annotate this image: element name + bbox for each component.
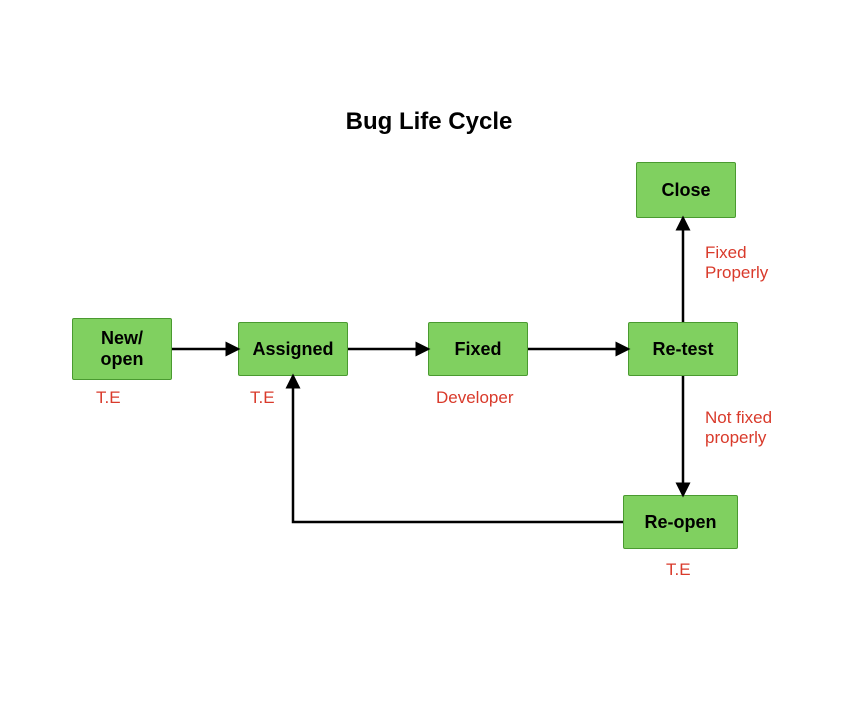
node-reopen: Re-open [623, 495, 738, 549]
node-new: New/ open [72, 318, 172, 380]
caption-fixed: Developer [436, 388, 514, 408]
node-close: Close [636, 162, 736, 218]
caption-assigned: T.E [250, 388, 275, 408]
diagram-canvas: Bug Life Cycle New/ open Assigned Fixed … [0, 0, 858, 720]
edge-label-not-fixed-properly: Not fixed properly [705, 408, 772, 449]
node-assigned: Assigned [238, 322, 348, 376]
edge-label-fixed-properly: Fixed Properly [705, 243, 768, 284]
node-retest: Re-test [628, 322, 738, 376]
diagram-title: Bug Life Cycle [0, 108, 858, 136]
caption-new: T.E [96, 388, 121, 408]
caption-reopen: T.E [666, 560, 691, 580]
node-fixed: Fixed [428, 322, 528, 376]
